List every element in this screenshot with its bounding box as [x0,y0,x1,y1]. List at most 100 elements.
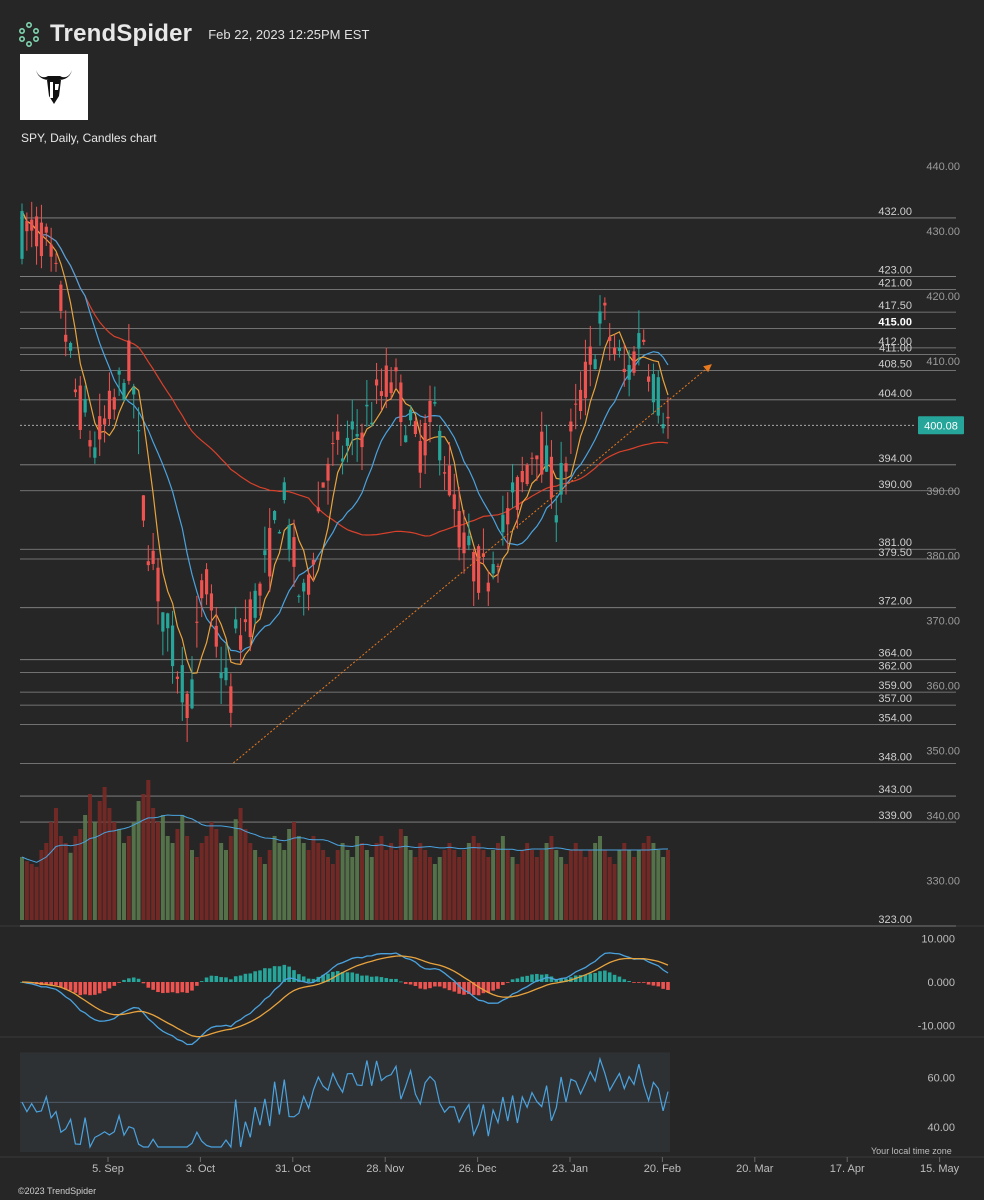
volume-bar [282,850,287,920]
volume-bar [496,843,500,920]
volume-bar [384,850,389,920]
candle-body [549,456,554,498]
candle-body [651,374,656,403]
macd-histogram-bar [530,974,534,982]
volume-bar [661,857,666,920]
candle-body [190,679,194,709]
candle-body [224,667,228,681]
macd-histogram-bar [355,973,359,982]
volume-bar [525,843,530,920]
volume-bar [418,843,423,920]
candle-body [238,635,243,650]
candle-body [370,422,374,425]
volume-bar [73,836,78,920]
macd-histogram-bar [282,964,287,982]
macd-histogram-bar [612,974,617,982]
macd-histogram-bar [204,977,209,982]
candle-body [345,437,350,446]
volume-bar [219,843,224,920]
macd-histogram-bar [331,971,335,982]
volume-bar [170,843,175,920]
candle-body [117,370,121,375]
level-label: 408.50 [878,359,912,371]
candle-body [112,397,116,410]
macd-histogram-bar [413,982,418,986]
y-tick-label: 390.00 [926,486,960,498]
candle-body [195,621,199,623]
volume-bar [39,850,44,920]
candle-body [204,569,209,595]
level-label: 343.00 [878,784,912,796]
macd-histogram-bar [656,982,661,987]
macd-histogram-bar [277,966,282,982]
macd-histogram-bar [272,966,277,982]
candle-body [525,464,529,485]
candle-body [501,514,505,533]
candle-body [404,435,408,443]
macd-histogram-bar [394,978,398,982]
candle-body [78,385,82,430]
macd-histogram-bar [661,982,665,989]
volume-bar [510,857,515,920]
timezone-note[interactable]: Your local time zone [871,1146,952,1156]
volume-bar [622,843,627,920]
volume-bar [360,843,364,920]
candle-body [442,472,447,474]
volume-bar [340,843,345,920]
candle-body [209,593,214,611]
macd-histogram-bar [549,976,554,982]
macd-histogram-bar [622,979,627,982]
volume-bar [54,808,58,920]
volume-bar [593,843,598,920]
volume-bar [350,857,355,920]
macd-histogram-bar [437,982,442,987]
macd-histogram-bar [326,973,330,982]
macd-histogram-bar [389,978,393,982]
candle-body [374,379,379,386]
candle-body [243,619,248,623]
macd-histogram-bar [311,978,316,982]
candle-body [229,686,233,713]
rsi-line [21,1056,669,1149]
macd-histogram-bar [457,982,461,994]
volume-bar [374,843,379,920]
macd-histogram-bar [632,982,636,983]
volume-bar [564,864,568,920]
candle-body [146,561,150,566]
volume-bar [296,836,301,920]
candle-body [141,495,146,521]
volume-bar [175,829,180,920]
level-label: 417.50 [878,300,912,312]
macd-histogram-bar [641,982,646,983]
macd-signal-line [21,955,669,1038]
volume-bar [500,836,505,920]
macd-histogram-bar [447,982,452,991]
macd-histogram-bar [267,968,272,982]
volume-bar [583,857,588,920]
x-tick-label: 31. Oct [275,1163,310,1175]
macd-line [21,952,669,1046]
macd-histogram-bar [73,982,78,993]
x-tick-label: 3. Oct [186,1163,215,1175]
candle-body [520,470,524,483]
y-tick-label: 440.00 [926,161,960,173]
volume-bar [335,850,340,920]
candle-body [64,334,68,342]
volume-bar [277,843,282,920]
candle-body [559,463,563,495]
level-label: 381.00 [878,537,912,549]
macd-histogram-bar [93,982,97,995]
macd-histogram-bar [83,982,87,995]
macd-histogram-bar [301,976,306,982]
candle-body [627,365,631,380]
volume-bar [588,850,593,920]
candle-body [258,583,262,596]
volume-bar [204,836,209,920]
macd-histogram-bar [78,982,83,996]
volume-bar [481,850,486,920]
candle-body [122,382,126,401]
candle-body [170,625,175,667]
candle-body [234,619,238,629]
candle-body [535,455,539,460]
macd-histogram-bar [97,982,102,994]
